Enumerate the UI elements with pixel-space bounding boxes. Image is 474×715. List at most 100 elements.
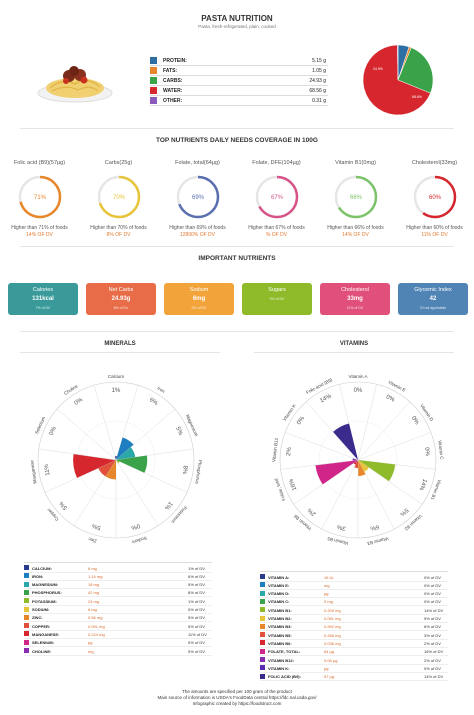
- color-swatch: [260, 623, 265, 629]
- radar-percent-label: 0%: [385, 394, 396, 404]
- radar-axis-label: Folate, total: [273, 478, 286, 502]
- nutrient-card: Calories 131kcal 7% of DV: [8, 283, 78, 315]
- nutrient-dv: 14% of DV: [424, 607, 444, 613]
- color-swatch: [24, 565, 29, 570]
- composition-value: 0.31 g: [312, 98, 326, 104]
- card-dv: 0% of DV: [269, 297, 285, 301]
- color-swatch: [150, 97, 157, 104]
- card-dv: 7% of DV: [35, 306, 51, 310]
- nutrient-dv: 6% of DV: [188, 573, 205, 579]
- nutrient-amount: 6 mg: [88, 565, 97, 571]
- color-swatch: [260, 590, 265, 596]
- card-dv: 0% of DV: [191, 306, 207, 310]
- radar-axis-label: Zinc: [87, 536, 97, 543]
- table-row: VITAMIN B6: 0.036 mg 2% of DV: [260, 639, 448, 648]
- radar-wedge: [114, 456, 118, 460]
- radar-percent-label: 0%: [423, 447, 430, 457]
- radar-axis-label: Vitamin C: [437, 440, 444, 461]
- table-row: COPPER: 0.091 mg 5% of DV: [24, 622, 212, 631]
- radar-wedge: [358, 460, 370, 472]
- nutrient-amount: 0.992 mg: [324, 624, 341, 630]
- card-label: Cholesterol: [341, 287, 369, 293]
- coverage-arc: [334, 175, 377, 219]
- composition-label: PROTEIN:: [163, 58, 187, 64]
- nutrient-amount: 0.56 mg: [88, 615, 103, 621]
- nutrient-name: VITAMIN B5:: [268, 632, 292, 638]
- nutrient-name: ZINC:: [32, 615, 43, 621]
- nutrient-dv: 0% of DV: [188, 640, 205, 646]
- nutrient-card: Cholesterol 33mg 11% of DV: [320, 283, 390, 315]
- nutrient-dv: 2% of DV: [424, 640, 441, 646]
- radar-axis-label: Vitamin E: [387, 379, 406, 392]
- nutrient-dv: 0% of DV: [188, 607, 205, 612]
- coverage-dv: 12800% OF DV: [179, 232, 216, 238]
- radar-axis-label: Vitamin A: [349, 374, 368, 379]
- color-swatch: [150, 57, 157, 64]
- divider: [254, 352, 454, 353]
- minerals-title: MINERALS: [104, 341, 136, 347]
- vitamins-title: VITAMINS: [339, 341, 369, 347]
- nutrient-amount: 16 IU: [324, 574, 334, 580]
- nutrient-name: VITAMIN K:: [268, 665, 290, 671]
- nutrient-dv: 0% of DV: [424, 582, 441, 588]
- table-row: VITAMIN D: µg 0% of DV: [260, 590, 448, 599]
- nutrient-name: CALCIUM:: [32, 565, 52, 571]
- coverage-nutrient-name: Folate, total(64µg): [175, 160, 220, 166]
- table-row: FOLIC ACID (B9): 57 µg 14% of DV: [260, 673, 448, 682]
- card-label: Sodium: [189, 287, 209, 293]
- radar-axis-label: Manganese: [29, 459, 37, 483]
- pie-label-carbs: 24.9%: [373, 67, 383, 71]
- nutrient-dv: 0% of DV: [424, 665, 441, 671]
- composition-value: 68.56 g: [309, 88, 326, 94]
- card-label: Calories: [32, 287, 54, 293]
- nutrient-amount: 0.224 mg: [88, 631, 105, 637]
- nutrient-dv: 0% of DV: [424, 599, 441, 605]
- coverage-higher-than: Higher than 60% of foods: [406, 225, 463, 231]
- table-row: SODIUM: 6 mg 0% of DV: [24, 606, 212, 614]
- footer-line-1: The amounts are specified per 100 gram o…: [182, 689, 292, 694]
- table-row: VITAMIN B1: 0.209 mg 14% of DV: [260, 606, 448, 615]
- composition-label: FATS:: [163, 68, 178, 74]
- radar-wedge: [116, 460, 120, 464]
- nutrient-amount: 0.081 mg: [324, 616, 341, 621]
- radar-percent-label: 14%: [319, 393, 333, 404]
- color-swatch: [260, 582, 265, 588]
- radar-wedge: [105, 460, 116, 480]
- table-row: VITAMIN B3: 0.992 mg 6% of DV: [260, 623, 448, 632]
- pie-slice: [397, 47, 434, 94]
- table-row: VITAMIN A: 16 IU 0% of DV: [260, 573, 448, 582]
- coverage-ring: 66%: [334, 175, 377, 219]
- radar-percent-label: 8%: [181, 465, 188, 475]
- color-swatch: [260, 657, 265, 662]
- nutrient-amount: 24 mg: [88, 598, 100, 604]
- radar-wedge: [358, 460, 366, 477]
- color-swatch: [24, 623, 29, 629]
- color-swatch: [260, 640, 265, 646]
- table-rule: [24, 562, 212, 563]
- coverage-ring: 67%: [255, 175, 298, 219]
- radar-axis-label: Vitamin B1: [430, 479, 443, 502]
- composition-label: CARBS:: [163, 78, 183, 84]
- coverage-nutrient-name: Folate, DFE(104µg): [252, 160, 301, 166]
- coverage-item: Folate, total(64µg) 69% Higher than 69% of…: [158, 160, 237, 238]
- radar-wedge: [116, 447, 136, 460]
- composition-label: WATER:: [163, 88, 183, 94]
- radar-axis-label: Vitamin B2: [403, 513, 423, 531]
- nutrient-amount: 1.14 mg: [88, 573, 103, 579]
- nutrient-card: Sodium 6mg 0% of DV: [164, 283, 234, 315]
- nutrient-dv: 5% of DV: [188, 623, 205, 629]
- table-row: CALCIUM: 6 mg 1% of DV: [24, 564, 212, 573]
- coverage-ring: 60%: [413, 175, 456, 219]
- nutrient-dv: 5% of DV: [188, 582, 205, 588]
- nutrient-amount: 57 µg: [324, 674, 335, 680]
- radar-wedge: [315, 460, 358, 485]
- radar-axis-label: Copper: [46, 507, 60, 522]
- coverage-nutrient-name: Cholesterol(33mg): [411, 160, 458, 166]
- coverage-higher-than: Higher than 69% of foods: [169, 225, 226, 231]
- nutrient-amount: µg: [88, 640, 93, 646]
- coverage-dv: 8% OF DV: [106, 232, 131, 238]
- color-swatch: [150, 87, 157, 94]
- nutrient-card: Glycemic Index 42 GI not applicable: [398, 283, 468, 315]
- radar-axis-label: Choline: [63, 383, 79, 396]
- card-value: 131kcal: [32, 296, 54, 302]
